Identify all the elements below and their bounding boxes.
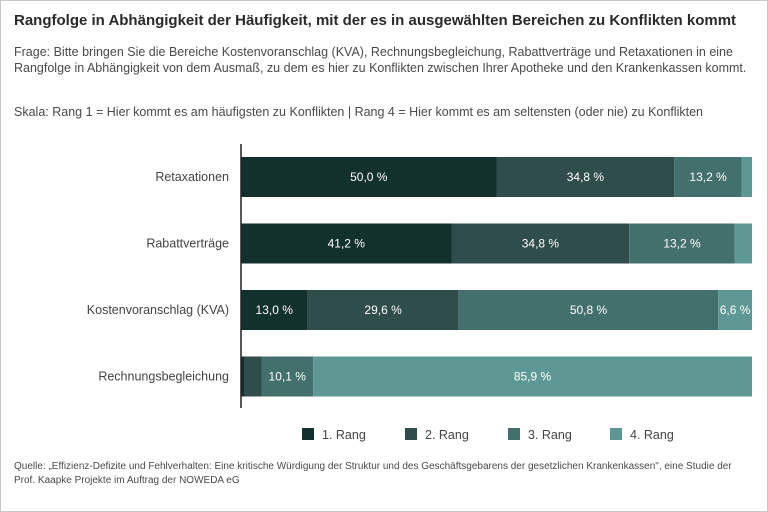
- scale-note: Skala: Rang 1 = Hier kommt es am häufigs…: [14, 105, 703, 119]
- data-label-retaxationen-3-rang: 13,2 %: [689, 170, 727, 184]
- data-label-kostenvoranschlag-kva-1-rang: 13,0 %: [256, 303, 294, 317]
- bar-rechnungsbegleichung-4-rang: [313, 356, 752, 397]
- bar-retaxationen-2-rang: [496, 157, 675, 197]
- bar-rabattvertr-ge-3-rang: [629, 223, 735, 264]
- data-label-rabattvertr-ge-2-rang: 34,8 %: [522, 237, 560, 251]
- legend-label-2-rang: 2. Rang: [425, 428, 469, 442]
- bar-retaxationen-4-rang: [741, 157, 752, 197]
- source-note: Quelle: „Effizienz-Defizite und Fehlverh…: [14, 461, 732, 486]
- bar-rechnungsbegleichung-1-rang: [241, 356, 245, 397]
- bar-rabattvertr-ge-2-rang: [451, 223, 630, 264]
- bar-rabattvertr-ge-1-rang: [241, 223, 452, 264]
- bar-kostenvoranschlag-kva-1-rang: [241, 290, 308, 330]
- data-label-retaxationen-2-rang: 34,8 %: [567, 170, 605, 184]
- data-label-rabattvertr-ge-1-rang: 41,2 %: [328, 237, 366, 251]
- bar-kostenvoranschlag-kva-4-rang: [718, 290, 752, 330]
- legend-label-4-rang: 4. Rang: [630, 428, 674, 442]
- survey-question: Frage: Bitte bringen Sie die Bereiche Ko…: [14, 45, 747, 75]
- legend-swatch-2-rang: [405, 428, 417, 440]
- data-label-kostenvoranschlag-kva-4-rang: 6,6 %: [720, 303, 751, 317]
- bar-retaxationen-1-rang: [241, 157, 497, 197]
- data-label-kostenvoranschlag-kva-3-rang: 50,8 %: [570, 303, 608, 317]
- data-label-retaxationen-1-rang: 50,0 %: [350, 170, 388, 184]
- chart-title: Rangfolge in Abhängigkeit der Häufigkeit…: [14, 12, 737, 29]
- category-label-retaxationen: Retaxationen: [155, 170, 229, 184]
- legend-swatch-3-rang: [508, 428, 520, 440]
- bar-rechnungsbegleichung-2-rang: [244, 356, 262, 397]
- bar-kostenvoranschlag-kva-2-rang: [307, 290, 459, 330]
- data-label-rechnungsbegleichung-4-rang: 85,9 %: [514, 370, 552, 384]
- category-label-rabattvertr-ge: Rabattverträge: [146, 237, 229, 251]
- legend-swatch-4-rang: [610, 428, 622, 440]
- legend-label-3-rang: 3. Rang: [528, 428, 572, 442]
- category-label-kostenvoranschlag-kva: Kostenvoranschlag (KVA): [87, 303, 229, 317]
- bar-rechnungsbegleichung-3-rang: [261, 356, 313, 397]
- bar-kostenvoranschlag-kva-3-rang: [458, 290, 719, 330]
- bar-retaxationen-3-rang: [674, 157, 742, 197]
- data-label-kostenvoranschlag-kva-2-rang: 29,6 %: [364, 303, 402, 317]
- legend-label-1-rang: 1. Rang: [322, 428, 366, 442]
- category-label-rechnungsbegleichung: Rechnungsbegleichung: [98, 370, 229, 384]
- legend-swatch-1-rang: [302, 428, 314, 440]
- bar-rabattvertr-ge-4-rang: [734, 223, 752, 264]
- data-label-rabattvertr-ge-3-rang: 13,2 %: [663, 237, 701, 251]
- data-label-rechnungsbegleichung-3-rang: 10,1 %: [269, 370, 307, 384]
